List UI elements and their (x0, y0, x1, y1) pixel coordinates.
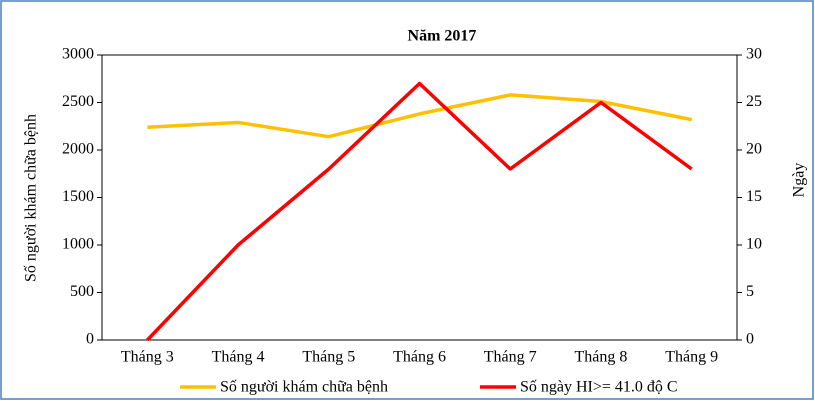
y-tick-label: 2500 (62, 93, 94, 110)
x-tick-label: Tháng 3 (121, 349, 174, 366)
y-tick-label: 1500 (62, 188, 94, 205)
y-tick-label: 0 (86, 331, 94, 348)
x-tick-label: Tháng 4 (212, 349, 265, 366)
y2-tick-label: 25 (746, 93, 762, 110)
y-tick-label: 3000 (62, 46, 94, 63)
y2-axis-title: Ngày (791, 163, 808, 198)
y2-tick-label: 10 (746, 236, 762, 253)
y-axis-title: Số người khám chữa bệnh (23, 114, 40, 282)
legend-label: Số ngày HI>= 41.0 độ C (520, 379, 678, 396)
x-tick-label: Tháng 5 (302, 349, 355, 366)
y2-tick-label: 0 (746, 331, 754, 348)
chart-title: Năm 2017 (408, 28, 477, 45)
y-tick-label: 2000 (62, 141, 94, 158)
y2-tick-label: 5 (746, 283, 754, 300)
x-tick-label: Tháng 9 (665, 349, 718, 366)
series-line (146, 81, 693, 342)
y-tick-label: 1000 (62, 236, 94, 253)
y2-tick-label: 20 (746, 141, 762, 158)
x-tick-label: Tháng 8 (574, 349, 627, 366)
y2-tick-label: 30 (746, 46, 762, 63)
y2-tick-label: 15 (746, 188, 762, 205)
x-tick-label: Tháng 7 (484, 349, 537, 366)
legend-label: Số người khám chữa bệnh (220, 379, 388, 396)
y-tick-label: 500 (70, 283, 94, 300)
x-tick-label: Tháng 6 (393, 349, 446, 366)
